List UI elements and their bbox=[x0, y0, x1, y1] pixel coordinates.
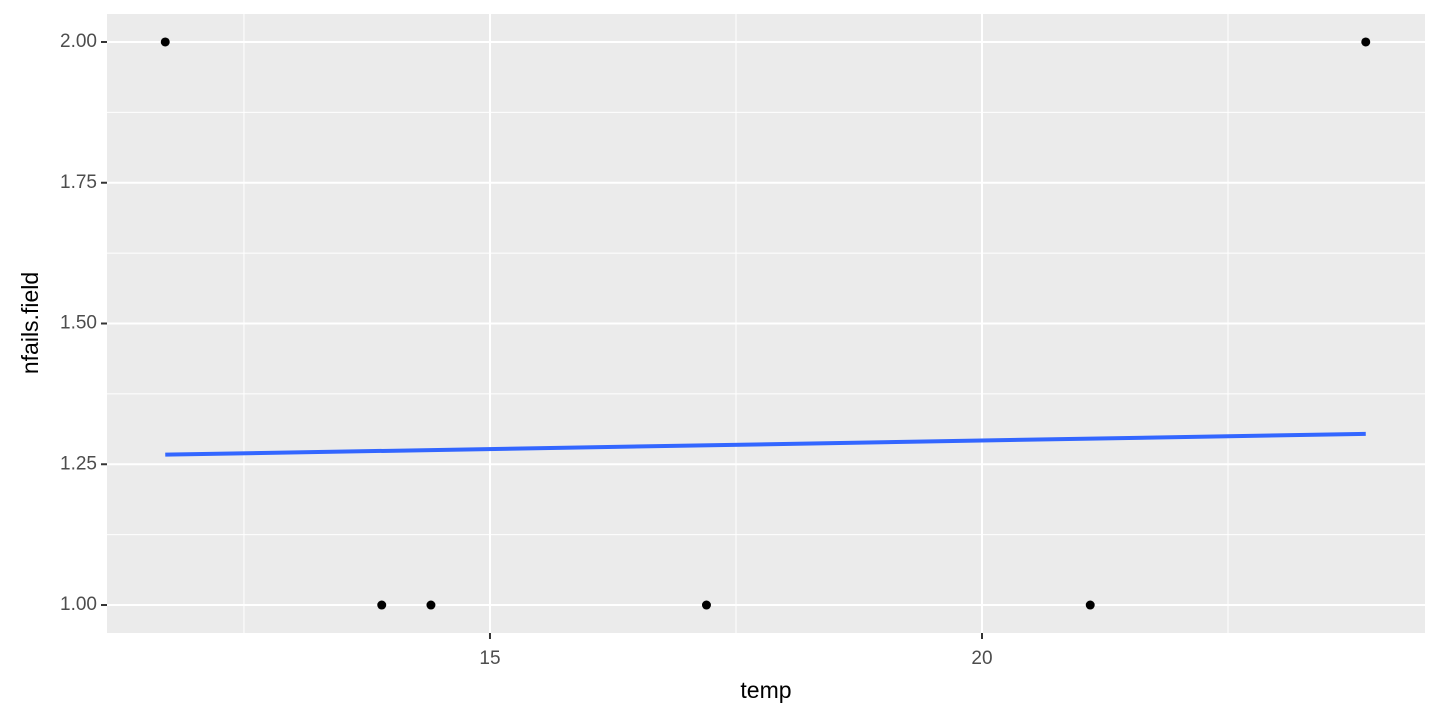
fit-line bbox=[165, 431, 1366, 457]
y-tick-label: 1.75 bbox=[60, 172, 97, 193]
x-tick-label: 15 bbox=[479, 648, 500, 669]
y-tick-label: 1.25 bbox=[60, 453, 97, 474]
point bbox=[426, 600, 436, 610]
y-tick-label: 1.50 bbox=[60, 313, 97, 334]
x-tick-label: 20 bbox=[971, 648, 992, 669]
point bbox=[1361, 37, 1371, 47]
y-tick-label: 2.00 bbox=[60, 31, 97, 52]
y-tick-label: 1.00 bbox=[60, 594, 97, 615]
point bbox=[377, 600, 387, 610]
x-axis-title: temp bbox=[740, 677, 791, 703]
y-axis-title: nfails.field bbox=[17, 272, 43, 374]
point bbox=[1085, 600, 1095, 610]
point bbox=[160, 37, 170, 47]
point bbox=[701, 600, 711, 610]
